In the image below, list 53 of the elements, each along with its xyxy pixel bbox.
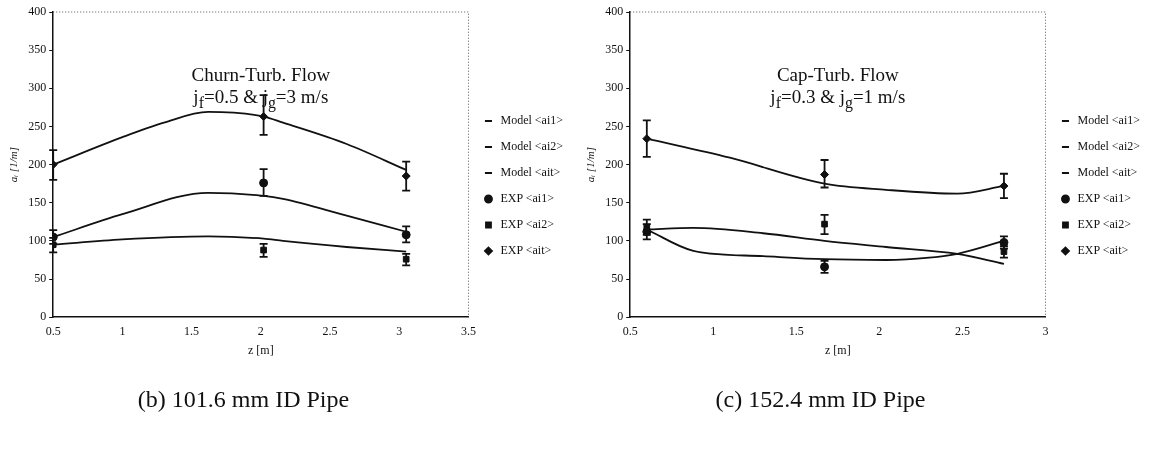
x-tick-label: 1 bbox=[710, 323, 717, 338]
annotation: Cap-Turb. Flow bbox=[776, 63, 899, 85]
x-tick-label: 1.5 bbox=[788, 323, 804, 338]
x-tick-label: 3.5 bbox=[460, 323, 476, 338]
y-tick-label: 250 bbox=[28, 118, 47, 133]
annotation: j$_{f}$=0.3 & j$_{g}$=1 m/s bbox=[770, 85, 906, 111]
x-tick-label: 1 bbox=[119, 323, 126, 338]
text: (c) 152.4 mm ID Pipe bbox=[714, 386, 927, 413]
legend-label: EXP <ai1> bbox=[500, 191, 555, 206]
x-tick-label: 1.5 bbox=[184, 323, 200, 338]
legend-label: Model <ai2> bbox=[1077, 139, 1141, 154]
y-tick-label: 400 bbox=[605, 4, 624, 19]
legend-label: EXP <ai1> bbox=[1077, 191, 1132, 206]
y-tick-label: 50 bbox=[611, 271, 624, 286]
legend-label: Model <ai1> bbox=[1077, 113, 1141, 128]
y-tick-label: 100 bbox=[28, 233, 47, 248]
legend-label: EXP <ai2> bbox=[1077, 217, 1132, 232]
legend-label: Model <ait> bbox=[1077, 165, 1138, 180]
x-tick-label: 0.5 bbox=[45, 323, 61, 338]
y-tick-label: 150 bbox=[605, 194, 624, 209]
x-tick-label: 2 bbox=[257, 323, 264, 338]
point bbox=[821, 220, 828, 228]
y-tick-label: 0 bbox=[617, 309, 624, 324]
legend-label: EXP <ai2> bbox=[500, 217, 555, 232]
y-tick-label: 150 bbox=[28, 194, 47, 209]
y-tick-label: 250 bbox=[605, 118, 624, 133]
x-tick-label: 0.5 bbox=[622, 323, 638, 338]
y-tick-label: 350 bbox=[605, 42, 624, 57]
y-tick-label: 200 bbox=[605, 156, 624, 171]
legend-label: EXP <ait> bbox=[500, 243, 552, 258]
y-tick-label: 400 bbox=[28, 4, 47, 19]
x-tick-label: 3 bbox=[396, 323, 403, 338]
x-axis-title: z [m] bbox=[825, 342, 851, 357]
x-tick-label: 3 bbox=[1042, 323, 1049, 338]
y-tick-label: 300 bbox=[605, 80, 624, 95]
y-tick-label: 0 bbox=[40, 309, 47, 324]
legend-label: Model <ai1> bbox=[500, 113, 564, 128]
text: (b) 101.6 mm ID Pipe bbox=[136, 386, 351, 413]
y-axis-title: aᵢ [1/m] bbox=[7, 147, 20, 183]
y-tick-label: 350 bbox=[28, 42, 47, 57]
annotation: Churn-Turb. Flow bbox=[191, 63, 331, 85]
y-axis-title: aᵢ [1/m] bbox=[584, 147, 597, 183]
x-tick-label: 2.5 bbox=[954, 323, 970, 338]
legend-label: Model <ait> bbox=[500, 165, 561, 180]
y-tick-label: 100 bbox=[605, 233, 624, 248]
y-tick-label: 200 bbox=[28, 156, 47, 171]
x-axis-title: z [m] bbox=[248, 342, 274, 357]
legend-label: EXP <ait> bbox=[1077, 243, 1129, 258]
legend-label: Model <ai2> bbox=[500, 139, 564, 154]
y-tick-label: 50 bbox=[34, 271, 47, 286]
x-tick-label: 2.5 bbox=[322, 323, 338, 338]
y-tick-label: 300 bbox=[28, 80, 47, 95]
x-tick-label: 2 bbox=[876, 323, 883, 338]
